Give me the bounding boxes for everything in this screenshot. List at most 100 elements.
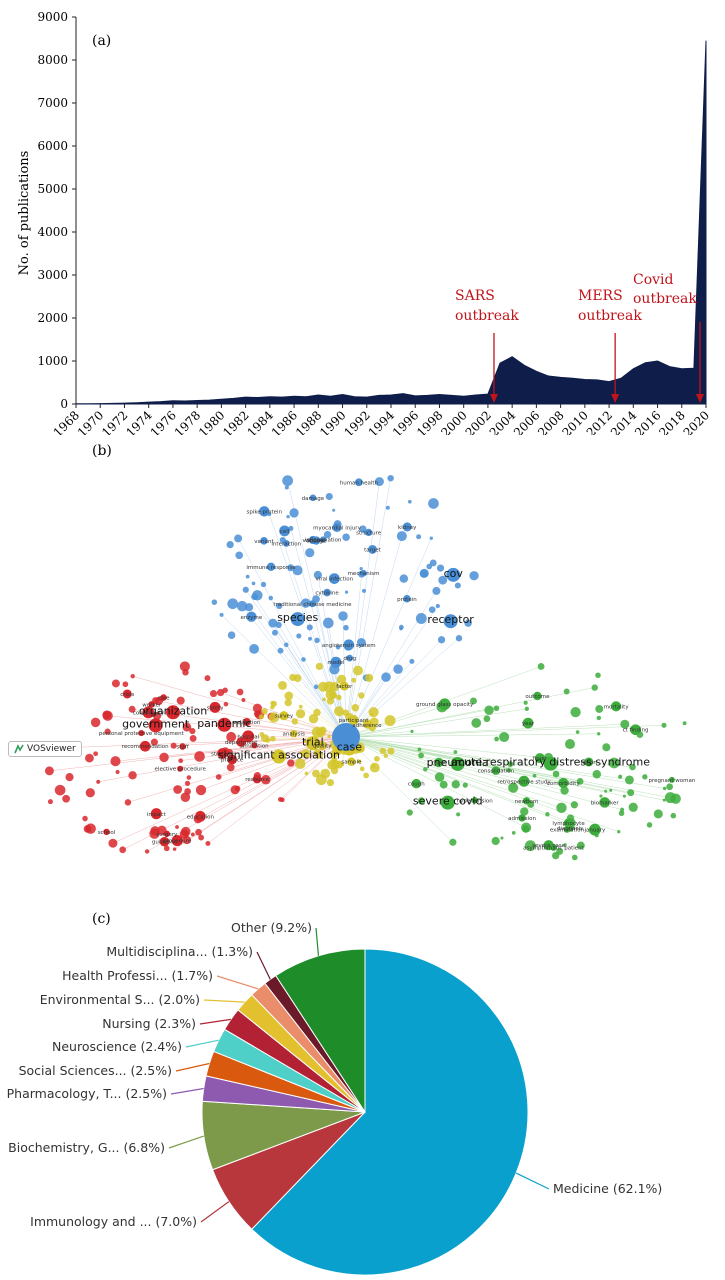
network-node xyxy=(343,624,349,631)
subject-area-pie-chart: (c) Medicine (62.1%) Immunology and ... (… xyxy=(0,900,725,1280)
network-node xyxy=(591,684,598,691)
network-term-label: ground glass opacity xyxy=(416,702,474,708)
pie-slice-label: Pharmacology, T... (2.5%) xyxy=(7,1086,167,1101)
network-edge xyxy=(345,723,625,738)
network-node xyxy=(523,700,528,705)
network-node xyxy=(130,674,135,679)
network-term-label: cough xyxy=(408,782,425,788)
annotation-label: outbreak xyxy=(578,308,642,324)
network-node xyxy=(393,664,403,674)
x-tick-label: 2020 xyxy=(681,408,712,435)
network-term-label: chest xyxy=(431,760,447,766)
y-tick-label: 1000 xyxy=(37,354,68,368)
network-term-node xyxy=(148,718,163,733)
network-term-label: impact xyxy=(147,812,167,818)
network-node xyxy=(396,531,407,542)
hub-node xyxy=(332,723,360,751)
network-term-node xyxy=(312,536,321,545)
network-node xyxy=(150,738,158,746)
network-node xyxy=(181,826,191,837)
network-node xyxy=(314,637,320,644)
network-node xyxy=(313,708,321,717)
network-term-node xyxy=(368,544,377,554)
network-node xyxy=(342,709,350,717)
network-node xyxy=(226,763,235,772)
network-node xyxy=(216,688,225,697)
network-term-node xyxy=(171,834,183,847)
network-node xyxy=(417,747,422,752)
network-node xyxy=(313,684,319,690)
network-term-node xyxy=(611,701,622,712)
network-term-node xyxy=(150,808,162,820)
network-node xyxy=(571,854,578,861)
network-edge xyxy=(345,639,442,738)
panel-label-c: (c) xyxy=(92,911,111,927)
network-node xyxy=(622,794,626,798)
network-node xyxy=(595,705,604,713)
network-term-node xyxy=(271,749,286,764)
network-term-label: care xyxy=(158,696,171,702)
network-edge xyxy=(241,605,347,738)
network-term-node xyxy=(246,611,257,622)
network-node xyxy=(249,644,259,654)
network-node xyxy=(334,760,344,769)
network-term-node xyxy=(403,595,411,603)
network-node xyxy=(387,474,394,482)
network-node xyxy=(313,570,322,580)
network-node xyxy=(436,564,445,572)
network-term-node xyxy=(446,567,461,582)
network-edge xyxy=(229,736,347,753)
network-nodes xyxy=(44,474,687,861)
network-edge xyxy=(286,644,347,738)
network-node xyxy=(284,642,289,648)
term-network-map: (b) cov species receptor spike protein targe… xyxy=(0,435,725,900)
pie-leader-line xyxy=(170,1087,204,1095)
network-edges xyxy=(49,478,671,852)
network-node xyxy=(252,590,263,601)
network-term-node xyxy=(227,754,237,765)
network-node xyxy=(234,534,243,543)
network-node xyxy=(149,828,160,839)
network-edge xyxy=(345,736,625,797)
network-term-label: fever xyxy=(533,756,548,762)
network-term-node xyxy=(471,797,478,804)
network-node xyxy=(296,633,302,639)
network-node xyxy=(308,714,319,724)
network-term-label: practice xyxy=(221,758,244,764)
network-term-label: myocardial injury xyxy=(313,525,361,531)
pie-leader-line xyxy=(168,1135,204,1149)
network-node xyxy=(245,574,250,579)
network-term-label: kidney xyxy=(398,525,417,531)
network-node xyxy=(521,822,532,833)
network-node xyxy=(368,707,379,718)
network-node xyxy=(682,721,687,726)
network-node xyxy=(184,780,191,786)
network-term-node xyxy=(259,506,270,517)
network-edge xyxy=(290,528,347,738)
network-term-node xyxy=(279,525,290,537)
network-node xyxy=(629,763,636,771)
network-term-label: school xyxy=(98,830,116,836)
network-node xyxy=(176,696,185,705)
network-node xyxy=(416,534,422,540)
network-edge xyxy=(237,538,347,738)
network-node xyxy=(338,611,348,621)
network-term-node xyxy=(266,562,276,571)
network-term-node xyxy=(279,711,289,721)
network-node xyxy=(253,710,261,718)
network-edge xyxy=(345,538,432,738)
network-term-node xyxy=(138,730,145,737)
network-term-label: pregnant woman xyxy=(649,778,696,784)
network-node xyxy=(268,595,274,601)
network-node xyxy=(439,780,448,789)
network-node xyxy=(609,788,613,792)
pie-slice xyxy=(275,948,366,1114)
network-term-node xyxy=(251,742,258,749)
network-node xyxy=(276,602,283,610)
network-node xyxy=(602,743,611,752)
network-node xyxy=(330,766,339,775)
network-edge xyxy=(345,574,362,738)
network-node xyxy=(595,672,601,678)
network-node xyxy=(575,730,580,734)
pie-leader-line xyxy=(175,1062,210,1072)
